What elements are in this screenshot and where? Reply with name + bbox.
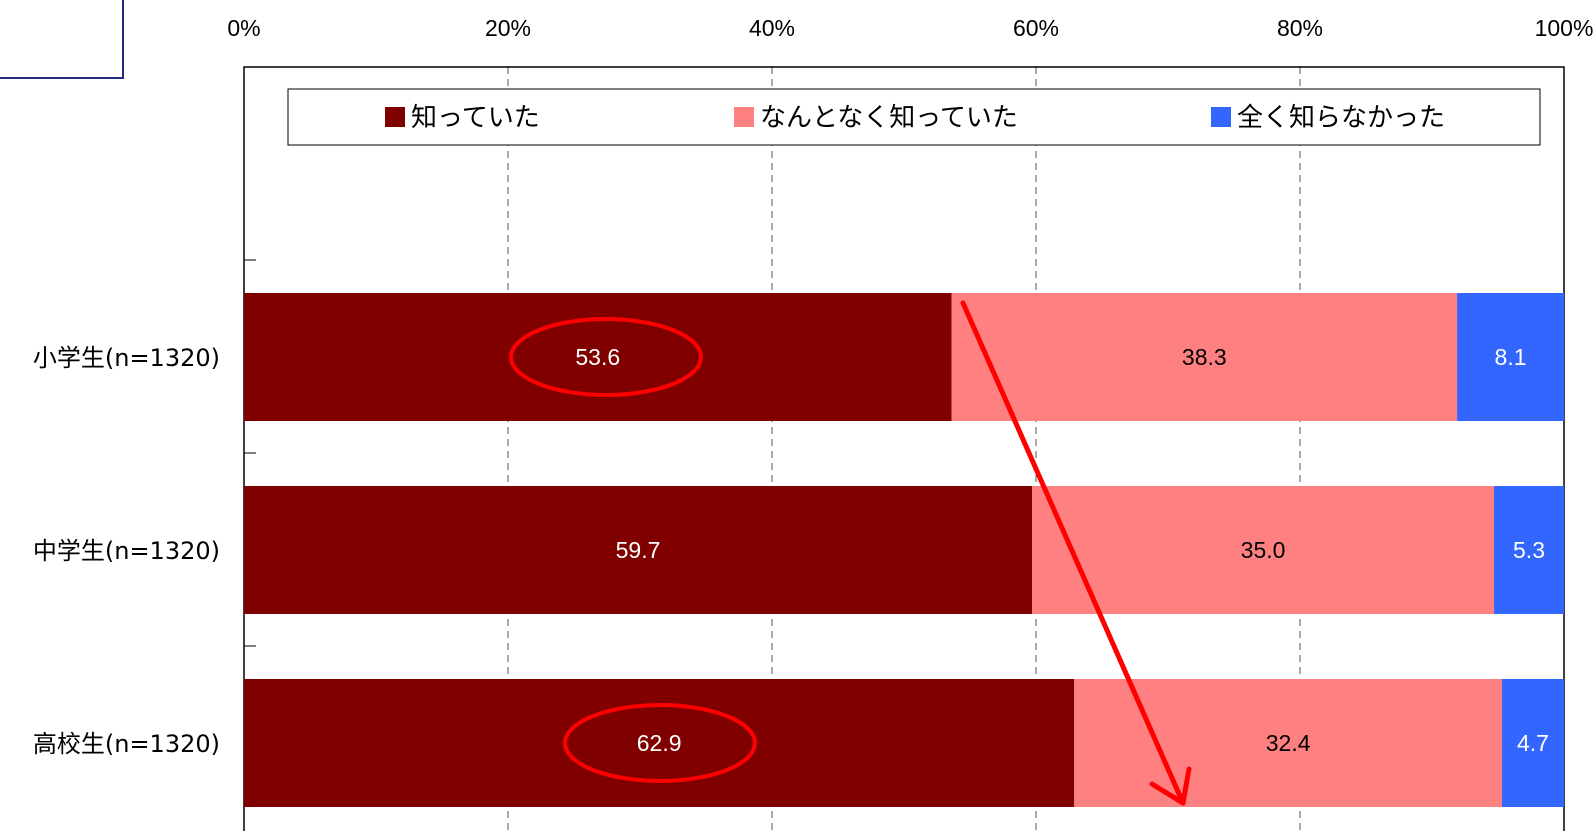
x-tick-label: 0% <box>227 15 260 41</box>
legend-label-known: 知っていた <box>411 103 540 133</box>
x-axis-ticks: 0% 20% 40% 60% 80% 100% <box>227 15 1594 647</box>
legend-box <box>287 88 1541 146</box>
cropped-box-fragment <box>0 0 124 79</box>
bar-segment <box>244 679 1075 807</box>
legend-label-not-known: 全く知らなかった <box>1237 103 1445 133</box>
trend-arrow-head-right <box>1180 766 1192 806</box>
bar-segment <box>1501 679 1564 807</box>
trend-arrow-shaft <box>960 300 1186 806</box>
data-label: 32.4 <box>1266 730 1311 756</box>
data-label: 59.7 <box>616 537 661 563</box>
category-label: 中学生(n=1320) <box>33 537 220 565</box>
bar-segment <box>1032 486 1495 614</box>
data-label: 35.0 <box>1241 537 1286 563</box>
legend-swatch-not-known <box>1211 107 1231 127</box>
trend-arrow-head-left <box>1149 781 1186 806</box>
legend-label-somewhat-known: なんとなく知っていた <box>760 103 1018 133</box>
data-label: 8.1 <box>1495 344 1527 370</box>
legend: 知っていた なんとなく知っていた 全く知らなかった <box>287 88 1541 146</box>
data-label: 38.3 <box>1182 344 1227 370</box>
highlight-circle-high-school <box>563 703 757 783</box>
data-label: 4.7 <box>1517 730 1549 756</box>
bar-segment <box>244 486 1033 614</box>
data-label: 5.3 <box>1513 537 1545 563</box>
bar-segment <box>1074 679 1502 807</box>
legend-swatch-known <box>385 107 405 127</box>
data-label: 62.9 <box>637 730 682 756</box>
bar-segment <box>1457 293 1564 421</box>
data-label: 53.6 <box>575 344 620 370</box>
category-label: 小学生(n=1320) <box>33 344 220 372</box>
bars: 53.6 38.3 8.1 59.7 35.0 5.3 62.9 32.4 4.7 <box>244 293 1564 807</box>
bar-segment <box>244 293 952 421</box>
highlight-circle-elementary <box>509 317 703 397</box>
category-labels: 小学生(n=1320) 中学生(n=1320) 高校生(n=1320) <box>33 344 220 758</box>
x-tick-label: 80% <box>1277 15 1323 41</box>
x-tick-label: 100% <box>1535 15 1594 41</box>
plot-frame <box>243 66 1565 831</box>
category-label: 高校生(n=1320) <box>33 730 220 758</box>
bar-segment <box>1494 486 1564 614</box>
x-tick-label: 20% <box>485 15 531 41</box>
annotations <box>509 300 1192 806</box>
x-tick-label: 40% <box>749 15 795 41</box>
bar-segment <box>951 293 1458 421</box>
legend-swatch-somewhat-known <box>734 107 754 127</box>
x-tick-label: 60% <box>1013 15 1059 41</box>
